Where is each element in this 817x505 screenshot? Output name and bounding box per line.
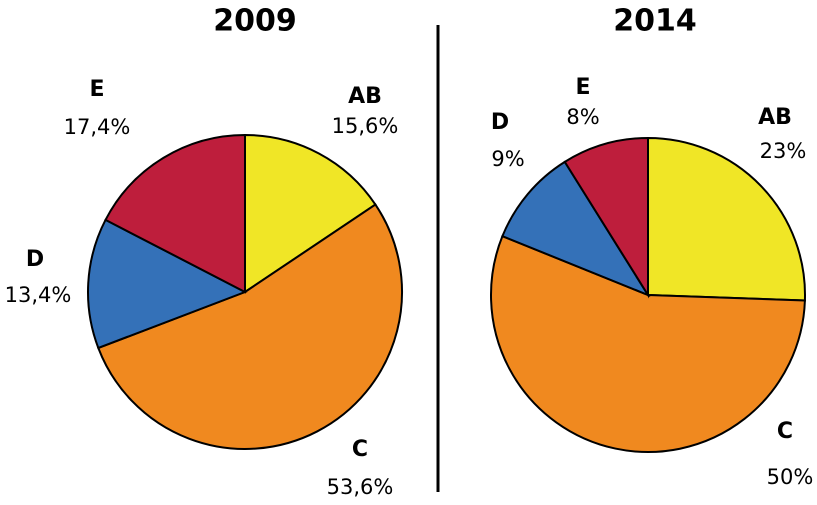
value-label: 53,6% xyxy=(327,475,394,499)
pie-slice xyxy=(104,133,246,294)
slice-label: D xyxy=(26,247,44,272)
pie-slice xyxy=(97,203,403,450)
pie-slice xyxy=(244,133,377,294)
pie-slice xyxy=(647,136,806,302)
slice-label: E xyxy=(575,75,590,100)
slice-label: D xyxy=(491,110,509,135)
pie-slice xyxy=(563,136,649,299)
value-label: 50% xyxy=(767,465,814,489)
chart-title: 2014 xyxy=(613,4,697,39)
chart-title: 2009 xyxy=(213,4,297,39)
pie-slice xyxy=(87,218,248,350)
value-label: 9% xyxy=(491,147,524,171)
value-label: 23% xyxy=(760,139,807,163)
slice-label: AB xyxy=(348,84,382,109)
slice-label: C xyxy=(352,437,368,462)
pie-slice xyxy=(501,160,651,298)
value-label: 17,4% xyxy=(64,115,131,139)
slice-label: E xyxy=(89,77,104,102)
pie-slice xyxy=(490,234,806,453)
value-label: 15,6% xyxy=(332,114,399,138)
value-label: 8% xyxy=(566,105,599,129)
slice-label: AB xyxy=(758,105,792,130)
value-label: 13,4% xyxy=(5,283,72,307)
slice-label: C xyxy=(777,419,793,444)
